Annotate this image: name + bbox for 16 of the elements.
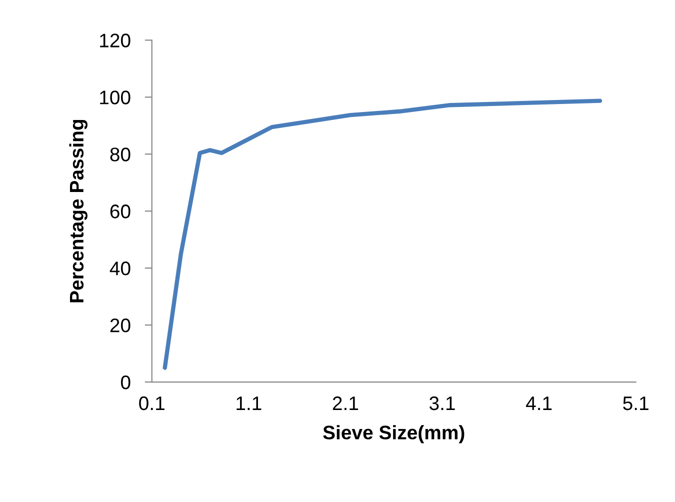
y-tick-label: 120 bbox=[100, 34, 130, 48]
y-axis-title: Percentage Passing bbox=[69, 120, 88, 302]
y-tick-label: 20 bbox=[110, 318, 130, 332]
y-tick-label: 100 bbox=[100, 90, 130, 104]
x-tick-label: 4.1 bbox=[526, 396, 552, 410]
y-tick-label: 80 bbox=[110, 148, 130, 162]
x-tick-label: 2.1 bbox=[332, 396, 358, 410]
x-tick-label: 1.1 bbox=[236, 396, 262, 410]
x-tick-label: 0.1 bbox=[139, 396, 164, 410]
x-tick-label: 3.1 bbox=[429, 396, 455, 410]
y-tick-label: 40 bbox=[110, 262, 130, 276]
x-axis-title: Sieve Size(mm) bbox=[323, 425, 464, 444]
y-tick-label: 0 bbox=[120, 375, 130, 390]
x-tick-label: 5.1 bbox=[623, 396, 648, 410]
line-series bbox=[162, 98, 602, 370]
y-tick-label: 60 bbox=[110, 204, 130, 218]
